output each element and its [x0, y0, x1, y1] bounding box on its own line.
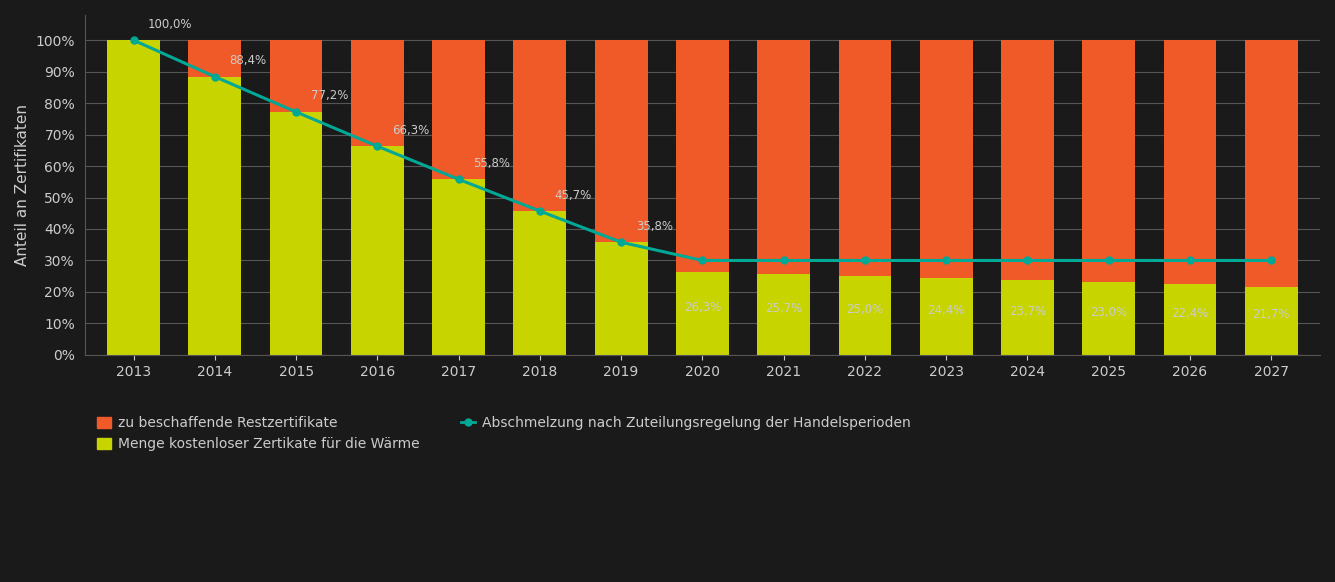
Text: 23,7%: 23,7% [1009, 305, 1047, 318]
Bar [1083, 40, 1135, 282]
Text: 25,0%: 25,0% [846, 303, 884, 316]
Text: 25,7%: 25,7% [765, 301, 802, 315]
Bar [188, 77, 242, 355]
Bar [594, 242, 647, 355]
Bar [1083, 282, 1135, 355]
Text: 45,7%: 45,7% [554, 189, 591, 201]
Bar [920, 40, 973, 278]
Text: 26,3%: 26,3% [684, 301, 721, 314]
Bar [270, 112, 323, 355]
Bar [107, 40, 160, 355]
Bar [838, 276, 892, 355]
Bar [351, 146, 403, 355]
Bar [920, 278, 973, 355]
Text: 35,8%: 35,8% [635, 220, 673, 233]
Bar [838, 40, 892, 276]
Text: 88,4%: 88,4% [230, 54, 267, 68]
Bar [1244, 40, 1298, 286]
Bar [270, 40, 323, 112]
Bar [1001, 40, 1053, 281]
Text: 55,8%: 55,8% [473, 157, 510, 170]
Text: 22,4%: 22,4% [1171, 307, 1208, 320]
Bar [514, 40, 566, 211]
Bar [757, 274, 810, 355]
Bar [1164, 40, 1216, 285]
Legend: zu beschaffende Restzertifikate, Menge kostenloser Zertikate für die Wärme, Absc: zu beschaffende Restzertifikate, Menge k… [92, 411, 917, 457]
Text: 23,0%: 23,0% [1091, 306, 1127, 319]
Bar [351, 40, 403, 146]
Bar [594, 40, 647, 242]
Bar [757, 40, 810, 274]
Bar [1164, 285, 1216, 355]
Y-axis label: Anteil an Zertifikaten: Anteil an Zertifikaten [15, 104, 29, 266]
Bar [676, 272, 729, 355]
Bar [1001, 281, 1053, 355]
Bar [433, 40, 485, 179]
Bar [433, 179, 485, 355]
Text: 21,7%: 21,7% [1252, 308, 1290, 321]
Text: 24,4%: 24,4% [928, 304, 965, 317]
Bar [676, 40, 729, 272]
Bar [188, 40, 242, 77]
Bar [1244, 286, 1298, 355]
Text: 77,2%: 77,2% [311, 90, 348, 102]
Text: 100,0%: 100,0% [148, 17, 192, 31]
Text: 66,3%: 66,3% [392, 124, 430, 137]
Bar [514, 211, 566, 355]
